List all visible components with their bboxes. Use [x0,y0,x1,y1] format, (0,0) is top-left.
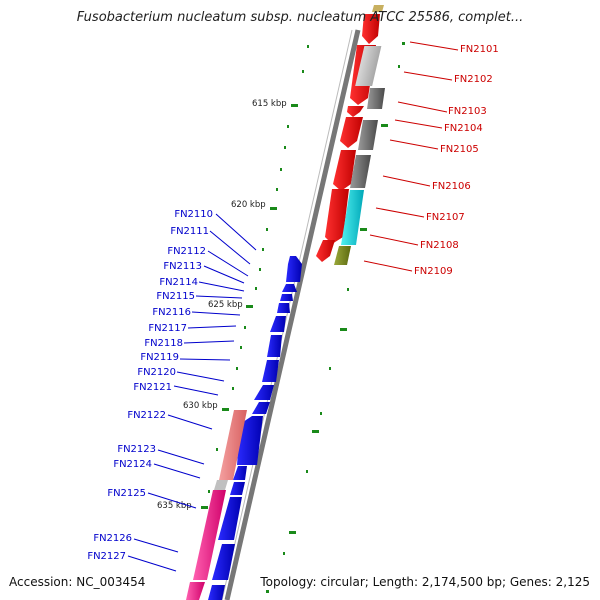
gene-label[interactable]: FN2110 [174,209,213,220]
tick-label: 615 kbp [252,99,287,109]
gene-label[interactable]: FN2105 [440,144,479,155]
gene-label[interactable]: FN2119 [140,352,179,363]
tick-label: 620 kbp [231,200,266,210]
gene-label[interactable]: FN2124 [113,459,152,470]
gene-label[interactable]: FN2117 [148,323,187,334]
gene-label[interactable]: FN2127 [87,551,126,562]
tick-label: 635 kbp [157,501,192,511]
forward-gene-labels: FN2110 FN2111 FN2112 FN2113 FN2114 FN211… [87,209,213,562]
tick-track [201,45,309,509]
gene-label[interactable]: FN2101 [460,44,499,55]
gene-label[interactable]: FN2111 [170,226,209,237]
reverse-gene-labels: FN2101 FN2102 FN2103 FN2104 FN2105 FN210… [414,44,499,277]
gene-label[interactable]: FN2102 [454,74,493,85]
gene-label[interactable]: FN2112 [167,246,206,257]
gene-label[interactable]: FN2116 [152,307,191,318]
gene-label[interactable]: FN2114 [159,277,198,288]
gene-FN2102-neighbor [355,46,382,86]
gene-label[interactable]: FN2121 [133,382,172,393]
outer-tick-track [266,42,405,593]
gene-label[interactable]: FN2106 [432,181,471,192]
tick-label: 630 kbp [183,401,218,411]
gene-label[interactable]: FN2108 [420,240,459,251]
genome-summary-text: Topology: circular; Length: 2,174,500 bp… [260,575,590,589]
gene-label[interactable]: FN2115 [156,291,195,302]
gene-label[interactable]: FN2107 [426,212,465,223]
gene-label[interactable]: FN2104 [444,123,483,134]
map-title: Fusobacterium nucleatum subsp. nucleatum… [76,10,524,25]
gene-label[interactable]: FN2109 [414,266,453,277]
accession-text: Accession: NC_003454 [9,575,146,589]
gene-label[interactable]: FN2118 [144,338,183,349]
tick-label: 625 kbp [208,300,243,310]
gene-label[interactable]: FN2125 [107,488,146,499]
gene-label[interactable]: FN2103 [448,106,487,117]
forward-strand-genes [208,256,302,600]
gene-label[interactable]: FN2126 [93,533,132,544]
reverse-strand-genes [316,5,385,265]
genome-backbone [224,29,361,600]
gene-label[interactable]: FN2113 [163,261,202,272]
reverse-label-connectors [363,41,459,272]
forward-label-connectors [127,213,257,572]
gene-FN2101-arrow[interactable] [362,14,380,44]
gene-label[interactable]: FN2122 [127,410,166,421]
gene-label[interactable]: FN2123 [117,444,156,455]
gene-label[interactable]: FN2120 [137,367,176,378]
